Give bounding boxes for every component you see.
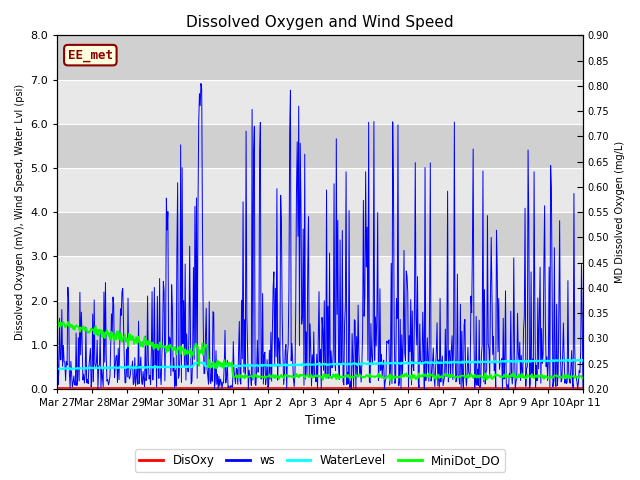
Bar [58, 300, 583, 345]
Text: EE_met: EE_met [68, 48, 113, 61]
Bar [58, 80, 583, 124]
Legend: DisOxy, ws, WaterLevel, MiniDot_DO: DisOxy, ws, WaterLevel, MiniDot_DO [134, 449, 506, 472]
Y-axis label: MD Dissolved Oxygen (mg/L): MD Dissolved Oxygen (mg/L) [615, 141, 625, 283]
Bar [58, 212, 583, 256]
Bar [58, 36, 583, 80]
Bar [58, 168, 583, 212]
Y-axis label: Dissolved Oxygen (mV), Wind Speed, Water Lvl (psi): Dissolved Oxygen (mV), Wind Speed, Water… [15, 84, 25, 340]
Bar [58, 345, 583, 389]
X-axis label: Time: Time [305, 414, 335, 427]
Bar [58, 124, 583, 168]
Bar [58, 256, 583, 300]
Title: Dissolved Oxygen and Wind Speed: Dissolved Oxygen and Wind Speed [186, 15, 454, 30]
